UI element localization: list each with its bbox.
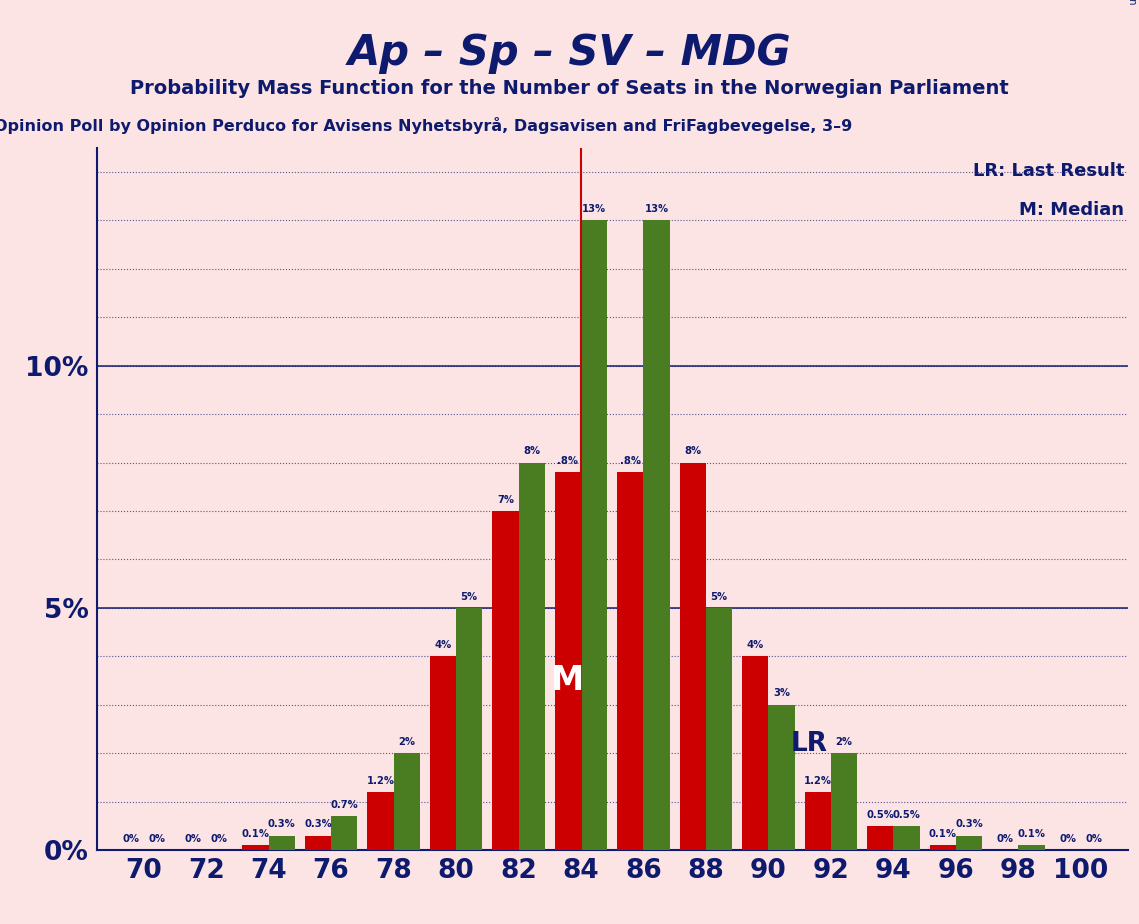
Bar [706, 608, 732, 850]
Text: M: M [551, 664, 584, 697]
Bar [367, 792, 394, 850]
Text: 0%: 0% [185, 833, 202, 844]
Text: 7%: 7% [497, 494, 514, 505]
Text: 0%: 0% [211, 833, 228, 844]
Bar [1018, 845, 1044, 850]
Text: 0%: 0% [122, 833, 139, 844]
Bar [269, 835, 295, 850]
Bar [243, 845, 269, 850]
Bar [830, 753, 858, 850]
Text: 0.5%: 0.5% [867, 809, 894, 820]
Bar [680, 463, 706, 850]
Text: 1.2%: 1.2% [804, 775, 831, 785]
Text: Probability Mass Function for the Number of Seats in the Norwegian Parliament: Probability Mass Function for the Number… [130, 79, 1009, 98]
Text: 2%: 2% [836, 737, 852, 747]
Bar [929, 845, 956, 850]
Text: 8%: 8% [685, 446, 702, 456]
Bar [456, 608, 482, 850]
Text: 0%: 0% [997, 833, 1014, 844]
Text: 0.3%: 0.3% [956, 820, 983, 829]
Text: 0%: 0% [1059, 833, 1076, 844]
Text: 0.1%: 0.1% [1017, 829, 1046, 839]
Text: 0.7%: 0.7% [330, 800, 358, 809]
Text: LR: LR [790, 731, 828, 757]
Text: 0.1%: 0.1% [928, 829, 957, 839]
Bar [518, 463, 544, 850]
Bar [617, 472, 644, 850]
Bar [429, 656, 456, 850]
Text: 0.1%: 0.1% [241, 829, 270, 839]
Text: .8%: .8% [557, 456, 579, 466]
Bar [492, 511, 518, 850]
Text: 4%: 4% [434, 640, 451, 650]
Text: 8%: 8% [523, 446, 540, 456]
Text: 5%: 5% [460, 591, 477, 602]
Text: 2%: 2% [399, 737, 416, 747]
Bar [867, 826, 893, 850]
Bar [804, 792, 830, 850]
Text: 13%: 13% [582, 204, 606, 214]
Text: M: Median: M: Median [1019, 201, 1124, 219]
Text: 0.3%: 0.3% [304, 820, 331, 829]
Text: 0%: 0% [1085, 833, 1103, 844]
Bar [893, 826, 919, 850]
Text: 0.5%: 0.5% [893, 809, 920, 820]
Text: 0%: 0% [148, 833, 165, 844]
Text: Opinion Poll by Opinion Perduco for Avisens Nyhetsbyrå, Dagsavisen and FriFagbev: Opinion Poll by Opinion Perduco for Avis… [0, 117, 853, 134]
Text: 5%: 5% [711, 591, 728, 602]
Bar [305, 835, 331, 850]
Bar [394, 753, 420, 850]
Bar [644, 221, 670, 850]
Text: Ap – Sp – SV – MDG: Ap – Sp – SV – MDG [347, 32, 792, 74]
Text: LR: Last Result: LR: Last Result [973, 163, 1124, 180]
Text: © 2025 Filip van Laenen: © 2025 Filip van Laenen [1126, 0, 1137, 5]
Bar [743, 656, 769, 850]
Text: 13%: 13% [645, 204, 669, 214]
Bar [555, 472, 581, 850]
Bar [769, 705, 795, 850]
Text: .8%: .8% [620, 456, 641, 466]
Bar [581, 221, 607, 850]
Text: 1.2%: 1.2% [367, 775, 394, 785]
Text: 4%: 4% [747, 640, 764, 650]
Text: 0.3%: 0.3% [268, 820, 296, 829]
Bar [956, 835, 982, 850]
Bar [331, 816, 358, 850]
Text: 3%: 3% [773, 688, 790, 699]
